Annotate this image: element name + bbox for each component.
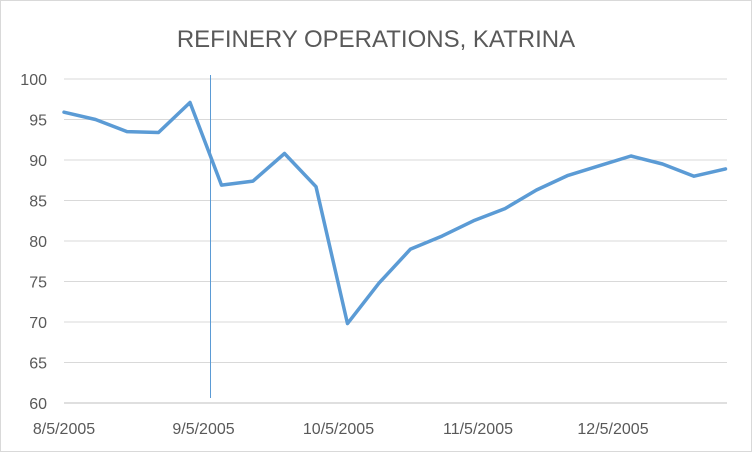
- chart-title: REFINERY OPERATIONS, KATRINA: [177, 26, 575, 53]
- x-axis-ticks: 8/5/2005 9/5/2005 10/5/2005 11/5/2005 12/5/2…: [33, 421, 649, 438]
- x-tick-label: 10/5/2005: [303, 421, 374, 438]
- x-tick-label: 12/5/2005: [577, 421, 648, 438]
- y-tick-label: 65: [29, 356, 47, 373]
- series-layer: [62, 100, 728, 326]
- y-tick-label: 75: [29, 275, 47, 292]
- series-line-0: [62, 100, 728, 326]
- y-tick-label: 85: [29, 194, 47, 211]
- x-tick-label: 9/5/2005: [172, 421, 234, 438]
- x-tick-label: 11/5/2005: [443, 421, 513, 438]
- y-tick-label: 70: [29, 315, 47, 332]
- x-tick-label: 8/5/2005: [33, 421, 95, 438]
- y-tick-label: 90: [29, 153, 47, 170]
- y-tick-label: 95: [29, 113, 47, 130]
- y-tick-label: 80: [29, 234, 47, 251]
- y-tick-label: 60: [29, 396, 47, 413]
- y-tick-label: 100: [20, 72, 47, 89]
- y-axis-ticks: 100 95 90 85 80 75 70 65 60: [20, 72, 47, 413]
